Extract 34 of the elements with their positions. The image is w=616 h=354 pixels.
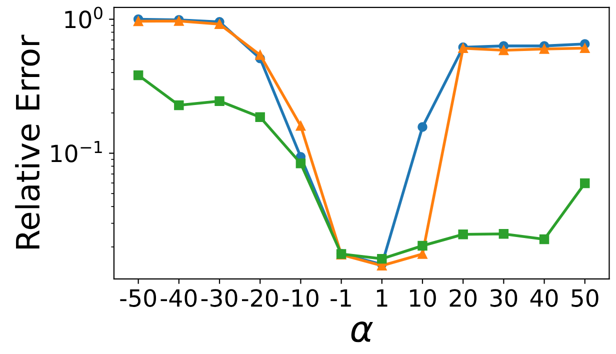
point (255, 50, 265, 60)
x-axis-title: α (351, 322, 373, 342)
point (539, 44, 550, 54)
x-tick-label: -1 (330, 289, 351, 307)
point (418, 240, 428, 251)
x-tick-label: -10 (282, 289, 318, 307)
x-tick-label: -50 (120, 289, 156, 307)
x-tick-label: 50 (572, 289, 598, 307)
y-tick-label: 10$^{−1}$ (51, 140, 102, 162)
point (214, 96, 224, 106)
point (539, 234, 550, 244)
y-tick-label: 10$^{0}$ (65, 6, 102, 28)
x-tick-label: 10 (410, 289, 436, 307)
point (377, 254, 387, 264)
point (458, 230, 468, 240)
x-tick-label: -20 (242, 289, 278, 307)
point (418, 249, 428, 259)
point (133, 70, 144, 80)
point (498, 229, 509, 239)
x-tick-label: 40 (530, 289, 558, 307)
point (418, 122, 428, 132)
point (296, 121, 306, 131)
x-tick-label: -30 (201, 289, 238, 307)
point (255, 112, 265, 122)
point (580, 43, 590, 54)
point (580, 178, 590, 188)
x-tick-label: 1 (376, 289, 388, 307)
y-axis-title: Relative Error (15, 34, 40, 248)
point (498, 45, 509, 56)
point (174, 100, 184, 110)
point (296, 158, 306, 168)
x-tick-label: 20 (450, 289, 477, 307)
x-tick-label: -40 (160, 289, 197, 307)
x-tick-label: 30 (490, 289, 518, 307)
